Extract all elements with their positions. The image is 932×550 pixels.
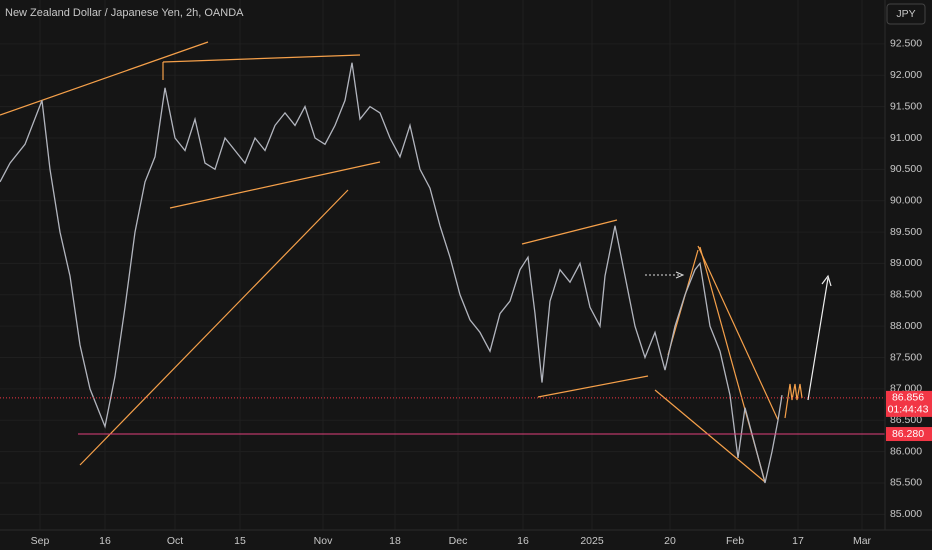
currency-button[interactable] (886, 3, 926, 25)
trend-line (654, 389, 766, 483)
price-line (0, 62, 783, 484)
trend-line (521, 219, 618, 245)
currency-label[interactable]: JPY (896, 8, 915, 20)
plot (0, 62, 885, 484)
countdown-label: 01:44:43 (888, 404, 929, 416)
y-tick-label: 88.000 (890, 320, 922, 332)
y-tick-label: 85.500 (890, 477, 922, 489)
support-price-box (886, 427, 932, 442)
x-tick-label: 16 (99, 535, 111, 547)
arrow (807, 277, 829, 401)
y-tick-label: 90.500 (890, 163, 922, 175)
y-tick-label: 86.500 (890, 414, 922, 426)
y-tick-label: 86.000 (890, 445, 922, 457)
last-price-label: 86.856 (892, 392, 924, 404)
trend-line (169, 161, 381, 209)
trend-line (79, 189, 349, 466)
arrow-head (821, 274, 832, 287)
y-tick-label: 92.500 (890, 38, 922, 50)
grid (0, 0, 885, 530)
x-tick-label: 20 (664, 535, 676, 547)
trend-line (697, 245, 779, 421)
x-tick-label: 16 (517, 535, 529, 547)
x-tick-label: 2025 (580, 535, 604, 547)
arrow-head (675, 271, 685, 279)
chart-title: New Zealand Dollar / Japanese Yen, 2h, O… (5, 7, 244, 19)
y-tick-label: 90.000 (890, 194, 922, 206)
x-tick-label: Feb (726, 535, 744, 547)
projection (784, 383, 803, 419)
x-tick-label: 17 (792, 535, 804, 547)
x-tick-label: Nov (314, 535, 333, 547)
support-price-label: 86.280 (892, 428, 924, 440)
y-tick-label: 85.000 (890, 508, 922, 520)
trend-line (537, 375, 649, 398)
x-tick-label: 18 (389, 535, 401, 547)
y-tick-label: 91.500 (890, 100, 922, 112)
y-tick-label: 88.500 (890, 289, 922, 301)
x-tick-label: Oct (167, 535, 183, 547)
y-tick-label: 92.000 (890, 69, 922, 81)
last-price-box (886, 390, 932, 417)
x-tick-label: 15 (234, 535, 246, 547)
trend-line (162, 54, 361, 63)
trend-line (0, 41, 209, 116)
x-tick-label: Sep (31, 535, 50, 547)
x-tick-label: Mar (853, 535, 872, 547)
y-tick-label: 87.500 (890, 351, 922, 363)
y-tick-label: 89.500 (890, 226, 922, 238)
drawings (0, 41, 832, 483)
x-tick-label: Dec (449, 535, 468, 547)
y-tick-label: 89.000 (890, 257, 922, 269)
y-tick-label: 91.000 (890, 132, 922, 144)
axes: 85.00085.50086.00086.50087.00087.50088.0… (31, 38, 932, 547)
